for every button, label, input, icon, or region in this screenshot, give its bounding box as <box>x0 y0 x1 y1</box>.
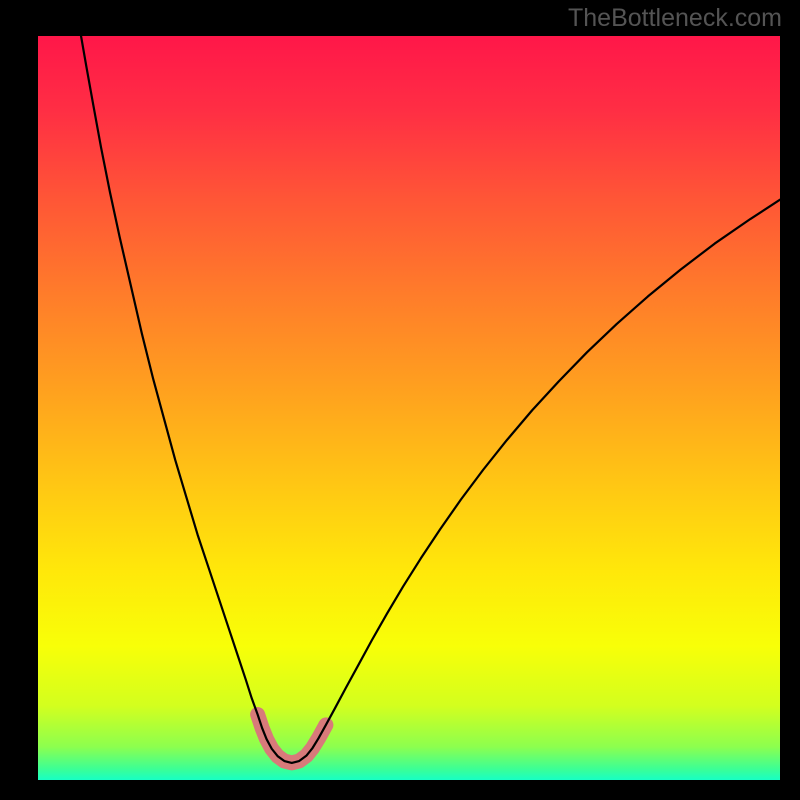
watermark-text: TheBottleneck.com <box>568 4 782 33</box>
plot-area <box>38 36 780 780</box>
curve-layer <box>38 36 780 780</box>
bottleneck-curve-highlight <box>258 715 326 763</box>
bottleneck-curve <box>81 36 780 763</box>
